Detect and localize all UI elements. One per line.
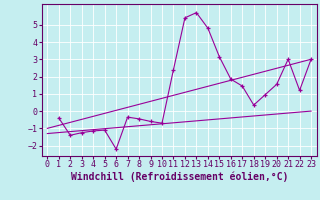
X-axis label: Windchill (Refroidissement éolien,°C): Windchill (Refroidissement éolien,°C) xyxy=(70,172,288,182)
